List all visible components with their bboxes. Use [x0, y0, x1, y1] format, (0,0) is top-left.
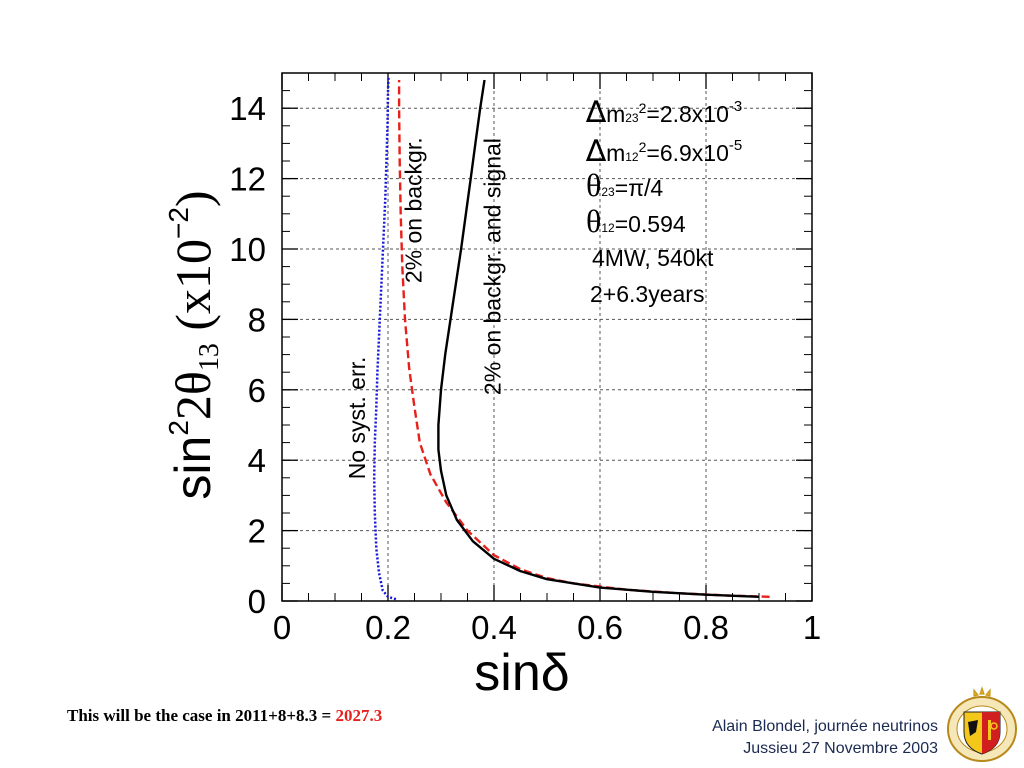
footer-note: This will be the case in 2011+8+8.3 = 20… [67, 706, 382, 726]
y-tick-label: 0 [248, 583, 266, 620]
x-tick-labels: 0 0.2 0.4 0.6 0.8 1 [273, 609, 821, 646]
x-tick-label: 0.2 [365, 609, 411, 646]
y-tick-label: 8 [248, 301, 266, 338]
footer-note-prefix: This will be the case in 2011+8+8.3 = [67, 706, 336, 725]
param-dm23: ∆m232=2.8x10-3 [585, 95, 742, 130]
x-tick-label: 0.4 [471, 609, 517, 646]
parameter-list: ∆m232=2.8x10-3 ∆m122=6.9x10-5 θ23=π/4 θ1… [585, 95, 742, 307]
svg-text:sin22θ13 (x10−2): sin22θ13 (x10−2) [163, 190, 225, 499]
series-line-1 [397, 80, 770, 598]
annotation-1: 2% on backgr. [400, 137, 426, 283]
footer-credit: Alain Blondel, journée neutrinos Jussieu… [712, 716, 938, 760]
param-theta23: θ23=π/4 [586, 167, 663, 203]
x-axis-title: sinδ [474, 644, 569, 700]
sensitivity-chart: 0 0.2 0.4 0.6 0.8 1 0 2 4 6 8 10 12 14 No syst. err.… [163, 72, 821, 700]
x-tick-label: 0.6 [577, 609, 623, 646]
param-runtime: 2+6.3years [590, 281, 704, 307]
y-tick-label: 14 [229, 90, 266, 127]
series-line-2 [437, 79, 760, 598]
x-tick-label: 1 [803, 609, 821, 646]
param-power-mass: 4MW, 540kt [592, 245, 714, 271]
footer-note-value: 2027.3 [335, 706, 383, 725]
param-dm12: ∆m122=6.9x10-5 [585, 134, 742, 169]
y-tick-label: 6 [248, 372, 266, 409]
y-tick-labels: 0 2 4 6 8 10 12 14 [229, 90, 266, 620]
venue-line: Jussieu 27 Novembre 2003 [743, 740, 938, 757]
university-seal-icon [947, 686, 1017, 762]
param-theta12: θ12=0.594 [586, 203, 686, 239]
grid [282, 73, 812, 601]
x-tick-label: 0.8 [683, 609, 729, 646]
curves [372, 76, 770, 601]
y-tick-label: 4 [248, 442, 266, 479]
y-axis-title: sin22θ13 (x10−2) [163, 190, 225, 499]
series-line-0 [372, 76, 397, 601]
axis-ticks [281, 72, 813, 602]
curve-annotations: No syst. err. 2% on backgr. 2% on backgr. … [344, 137, 505, 479]
y-tick-label: 2 [248, 513, 266, 550]
author-line: Alain Blondel, journée neutrinos [712, 718, 938, 735]
annotation-2: 2% on backgr. and signal [479, 138, 505, 395]
y-tick-label: 10 [229, 231, 266, 268]
annotation-0: No syst. err. [344, 357, 370, 480]
x-tick-label: 0 [273, 609, 291, 646]
y-tick-label: 12 [229, 161, 266, 198]
